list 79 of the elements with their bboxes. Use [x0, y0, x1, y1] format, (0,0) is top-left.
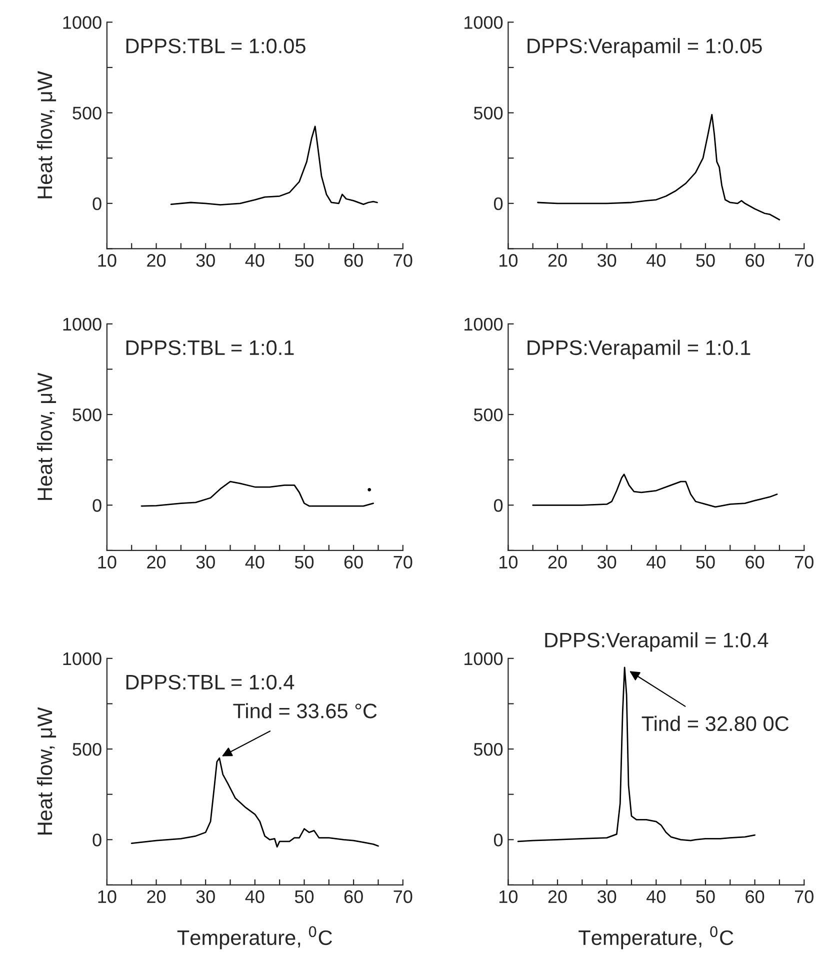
- y-tick-label: 0: [92, 834, 102, 846]
- x-tick-label: 10: [98, 556, 116, 569]
- annotation: Tind = 33.65 °C: [233, 703, 377, 718]
- x-tick-label: 30: [196, 254, 215, 267]
- line-series: [537, 114, 780, 220]
- y-tick-label: 500: [72, 106, 102, 120]
- annotation: Tind = 32.80 0C: [642, 716, 789, 732]
- y-tick-label: 500: [474, 106, 503, 120]
- y-tick-label: 0: [494, 834, 503, 846]
- x-tick-label: 60: [344, 556, 363, 569]
- x-tick-label: 10: [98, 890, 116, 904]
- y-tick-label: 1000: [63, 652, 102, 666]
- y-tick-label: 1000: [464, 652, 503, 666]
- x-tick-label: 50: [294, 890, 314, 904]
- x-tick-label: 60: [746, 890, 764, 904]
- y-tick-label: 0: [494, 197, 503, 210]
- y-tick-label: 0: [92, 499, 102, 512]
- y-tick-label: 500: [72, 408, 102, 422]
- line-series: [532, 474, 778, 508]
- x-tick-label: 70: [795, 254, 814, 267]
- x-tick-label: 60: [746, 254, 764, 267]
- x-tick-label: 50: [696, 890, 715, 904]
- x-tick-label: 20: [147, 890, 166, 904]
- text: DPPS:TBL = 1:0.1: [126, 340, 294, 356]
- x-tick-label: 50: [696, 556, 715, 569]
- x-tick-label: 40: [646, 556, 666, 569]
- y-axis-title: Heat flow, μW: [36, 71, 56, 198]
- y-tick-label: 1000: [464, 16, 503, 29]
- text: DPPS:TBL = 1:0.05: [126, 38, 306, 54]
- line-series: [140, 480, 374, 507]
- x-tick-label: 40: [245, 890, 264, 904]
- x-tick-label: 40: [245, 556, 264, 569]
- x-tick-label: 20: [548, 890, 567, 904]
- y-tick-label: 500: [72, 742, 102, 756]
- x-tick-label: 30: [597, 890, 616, 904]
- x-tick-label: 20: [548, 556, 567, 569]
- x-tick-label: 50: [294, 556, 314, 569]
- x-tick-label: 10: [500, 556, 518, 569]
- x-tick-label: 60: [344, 890, 363, 904]
- x-tick-label: 10: [500, 890, 518, 904]
- y-tick-label: 0: [494, 499, 503, 512]
- line-series: [130, 757, 379, 848]
- y-tick-label: 1000: [464, 318, 503, 331]
- x-tick-label: 50: [294, 254, 314, 267]
- y-axis-title: Heat flow, μW: [36, 372, 56, 500]
- x-tick-label: 50: [696, 254, 715, 267]
- y-tick-label: 1000: [63, 318, 102, 331]
- x-tick-label: 40: [245, 254, 264, 267]
- x-tick-label: 20: [548, 254, 567, 267]
- x-tick-label: 40: [646, 890, 666, 904]
- text: DPPS:Verapamil = 1:0.05: [528, 38, 762, 58]
- y-tick-label: 1000: [63, 16, 102, 29]
- x-tick-label: 60: [344, 254, 363, 267]
- x-tick-label: 70: [394, 556, 412, 569]
- y-tick-label: 500: [474, 408, 503, 422]
- x-tick-label: 30: [597, 254, 616, 267]
- x-tick-label: 30: [196, 556, 215, 569]
- x-tick-label: 20: [147, 254, 166, 267]
- x-tick-label: 40: [646, 254, 666, 267]
- x-tick-label: 60: [746, 556, 764, 569]
- x-tick-label: 70: [795, 890, 814, 904]
- x-tick-label: 10: [500, 254, 518, 267]
- y-tick-label: 0: [92, 197, 102, 210]
- x-tick-label: 20: [147, 556, 166, 569]
- line-series: [170, 126, 378, 206]
- line-series: [517, 666, 756, 842]
- text: DPPS:TBL = 1:0.4: [126, 674, 294, 690]
- x-tick-label: 30: [196, 890, 215, 904]
- y-axis-title: Heat flow, μW: [36, 707, 56, 834]
- chart-title: DPPS:Verapamil = 1:0.4: [545, 632, 768, 652]
- x-tick-label: 70: [394, 890, 412, 904]
- x-tick-label: 30: [597, 556, 616, 569]
- y-tick-label: 500: [474, 742, 503, 756]
- x-tick-label: 70: [394, 254, 412, 267]
- x-tick-label: 70: [795, 556, 814, 569]
- x-axis-title: Temperature, $^{0}$C: [578, 926, 734, 950]
- x-tick-label: 10: [98, 254, 116, 267]
- text: DPPS:Verapamil = 1:0.1: [528, 340, 750, 360]
- x-axis-title: Temperature, $^{0}$C: [177, 926, 332, 950]
